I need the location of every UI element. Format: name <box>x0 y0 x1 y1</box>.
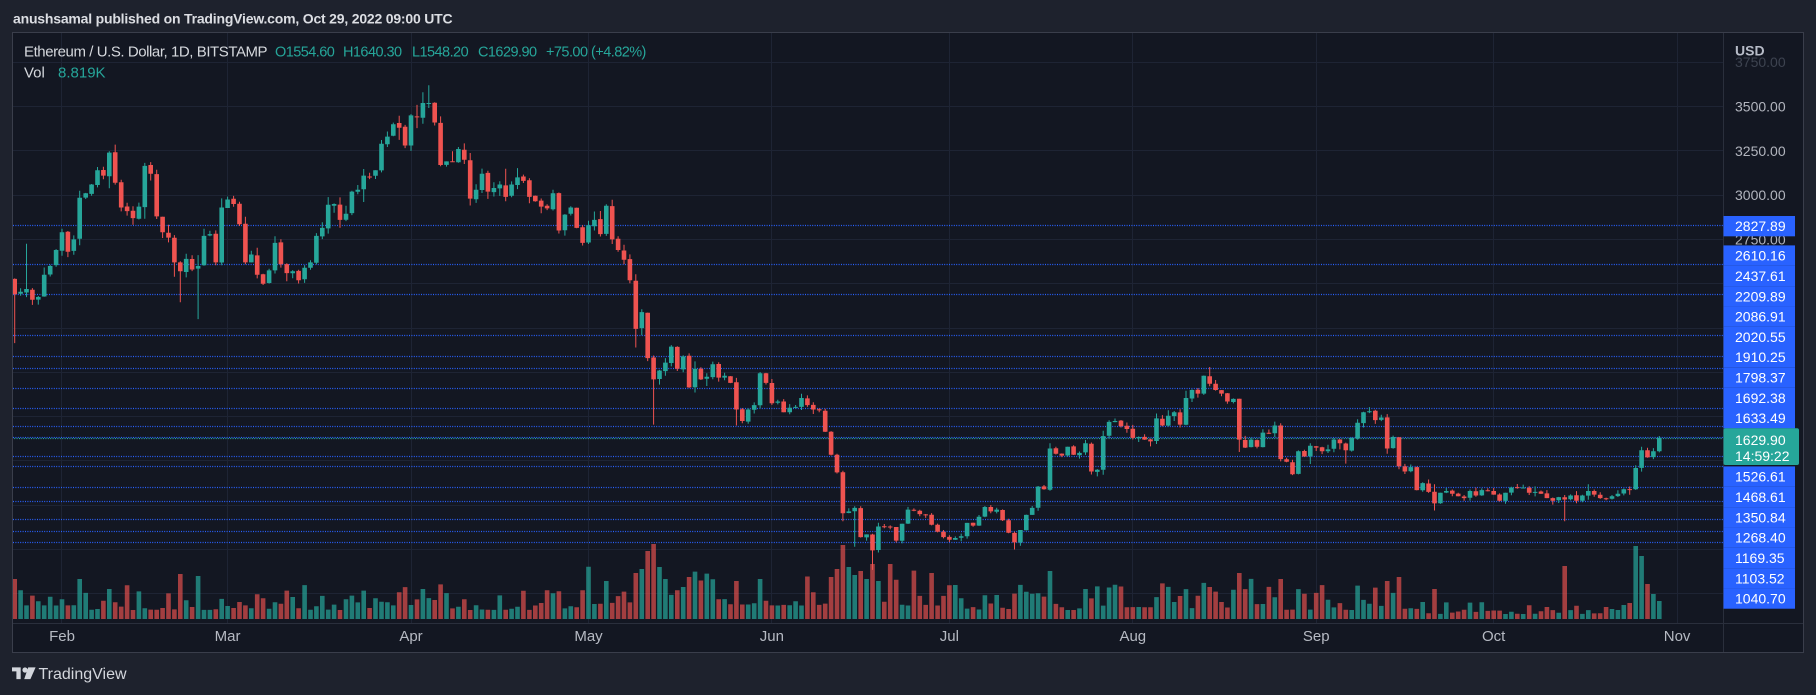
svg-text:Ethereum / U.S. Dollar, 1D, BI: Ethereum / U.S. Dollar, 1D, BITSTAMP <box>24 44 268 61</box>
svg-text:1629.90: 1629.90 <box>1735 432 1786 448</box>
svg-text:1268.40: 1268.40 <box>1735 530 1786 546</box>
svg-text:USD: USD <box>1735 42 1765 58</box>
svg-text:3750.00: 3750.00 <box>1735 54 1786 70</box>
svg-text:14:59:22: 14:59:22 <box>1735 448 1790 464</box>
svg-text:2610.16: 2610.16 <box>1735 248 1786 264</box>
svg-text:Jun: Jun <box>760 628 784 645</box>
svg-text:2086.91: 2086.91 <box>1735 309 1786 325</box>
svg-text:Mar: Mar <box>215 628 241 645</box>
svg-text:3250.00: 3250.00 <box>1735 143 1786 159</box>
svg-text:1350.84: 1350.84 <box>1735 509 1786 525</box>
svg-text:2020.55: 2020.55 <box>1735 329 1786 345</box>
svg-text:3500.00: 3500.00 <box>1735 99 1786 115</box>
svg-text:Oct: Oct <box>1482 628 1506 645</box>
svg-text:Jul: Jul <box>940 628 959 645</box>
svg-text:1798.37: 1798.37 <box>1735 370 1786 386</box>
svg-text:Apr: Apr <box>399 628 422 645</box>
svg-text:2437.61: 2437.61 <box>1735 268 1786 284</box>
svg-text:Aug: Aug <box>1119 628 1146 645</box>
svg-text:anushsamal published on Tradin: anushsamal published on TradingView.com,… <box>13 11 453 27</box>
svg-text:1468.61: 1468.61 <box>1735 489 1786 505</box>
svg-text:L1548.20: L1548.20 <box>412 45 469 61</box>
svg-text:1633.49: 1633.49 <box>1735 410 1786 426</box>
svg-text:1692.38: 1692.38 <box>1735 390 1786 406</box>
svg-text:1103.52: 1103.52 <box>1735 570 1785 586</box>
svg-text:H1640.30: H1640.30 <box>343 45 402 61</box>
svg-text:1169.35: 1169.35 <box>1735 550 1785 566</box>
svg-text:1526.61: 1526.61 <box>1735 469 1786 485</box>
svg-text:C1629.90: C1629.90 <box>478 45 537 61</box>
svg-text:3000.00: 3000.00 <box>1735 187 1786 203</box>
svg-text:Vol: Vol <box>24 65 45 82</box>
svg-text:(+4.82%): (+4.82%) <box>591 45 646 61</box>
svg-text:Feb: Feb <box>49 628 75 645</box>
svg-text:8.819K: 8.819K <box>58 65 106 82</box>
svg-text:May: May <box>574 628 603 645</box>
svg-text:+75.00: +75.00 <box>546 45 588 61</box>
svg-text:1910.25: 1910.25 <box>1735 349 1786 365</box>
svg-text:TradingView: TradingView <box>39 666 127 683</box>
svg-text:Nov: Nov <box>1664 628 1691 645</box>
svg-text:O1554.60: O1554.60 <box>275 45 335 61</box>
svg-text:2827.89: 2827.89 <box>1735 218 1786 234</box>
svg-text:1040.70: 1040.70 <box>1735 591 1786 607</box>
svg-text:Sep: Sep <box>1303 628 1330 645</box>
svg-text:2209.89: 2209.89 <box>1735 288 1786 304</box>
